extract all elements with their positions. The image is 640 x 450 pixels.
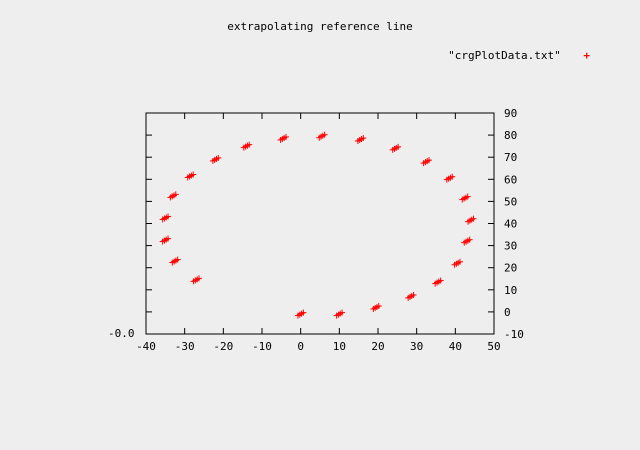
- y-tick-label: 50: [504, 195, 517, 208]
- series-points: [159, 131, 477, 319]
- y-tick-label: 90: [504, 107, 517, 120]
- data-point-cluster: [209, 154, 222, 164]
- x-tick-label: -10: [252, 340, 272, 353]
- x-axis: -40 -30 -20 -10 0 10 20 30 40 50: [136, 113, 501, 353]
- y-tick-label: 10: [504, 284, 517, 297]
- left-axis-label: -0.0: [108, 327, 135, 340]
- legend-plus-marker: +: [583, 49, 590, 62]
- y-tick-label: 20: [504, 262, 517, 275]
- data-point-cluster: [354, 135, 367, 145]
- data-point-cluster: [405, 291, 417, 301]
- chart-title: extrapolating reference line: [227, 20, 413, 33]
- x-tick-label: 20: [371, 340, 384, 353]
- plot-border: [145, 112, 495, 335]
- data-point-cluster: [169, 256, 181, 266]
- x-tick-label: -20: [213, 340, 233, 353]
- data-point-cluster: [159, 235, 172, 245]
- y-tick-label: 80: [504, 129, 517, 142]
- legend: "crgPlotData.txt" +: [448, 49, 590, 62]
- data-point-cluster: [465, 215, 477, 225]
- y-axis: -10 0 10 20 30 40 50 60 70 80 90: [146, 107, 524, 341]
- data-point-cluster: [167, 191, 179, 201]
- x-tick-label: -40: [136, 340, 156, 353]
- x-tick-label: 0: [297, 340, 304, 353]
- data-point-cluster: [370, 302, 382, 312]
- data-point-cluster: [389, 143, 402, 153]
- data-point-cluster: [420, 157, 433, 167]
- data-point-cluster: [333, 309, 346, 319]
- plot-frame: [145, 112, 495, 335]
- data-point-cluster: [451, 258, 463, 268]
- x-tick-label: 30: [410, 340, 423, 353]
- y-tick-label: 70: [504, 151, 517, 164]
- x-tick-label: 40: [449, 340, 462, 353]
- data-point-cluster: [443, 173, 456, 183]
- x-tick-label: -30: [175, 340, 195, 353]
- x-tick-label: 50: [487, 340, 500, 353]
- data-point-cluster: [190, 275, 202, 285]
- data-point-cluster: [277, 133, 289, 143]
- data-point-cluster: [459, 193, 471, 203]
- y-tick-label: 30: [504, 240, 517, 253]
- y-tick-label: 60: [504, 173, 517, 186]
- legend-series-label: "crgPlotData.txt": [448, 49, 561, 62]
- data-point-cluster: [294, 309, 307, 319]
- x-tick-label: 10: [333, 340, 346, 353]
- data-point-cluster: [184, 171, 197, 181]
- data-point-cluster: [159, 213, 172, 223]
- data-point-cluster: [316, 131, 328, 141]
- data-point-cluster: [240, 141, 253, 151]
- y-tick-label: 40: [504, 218, 517, 231]
- data-point-cluster: [461, 236, 473, 246]
- y-tick-label: 0: [504, 306, 511, 319]
- y-tick-label: -10: [504, 328, 524, 341]
- data-point-cluster: [432, 277, 444, 287]
